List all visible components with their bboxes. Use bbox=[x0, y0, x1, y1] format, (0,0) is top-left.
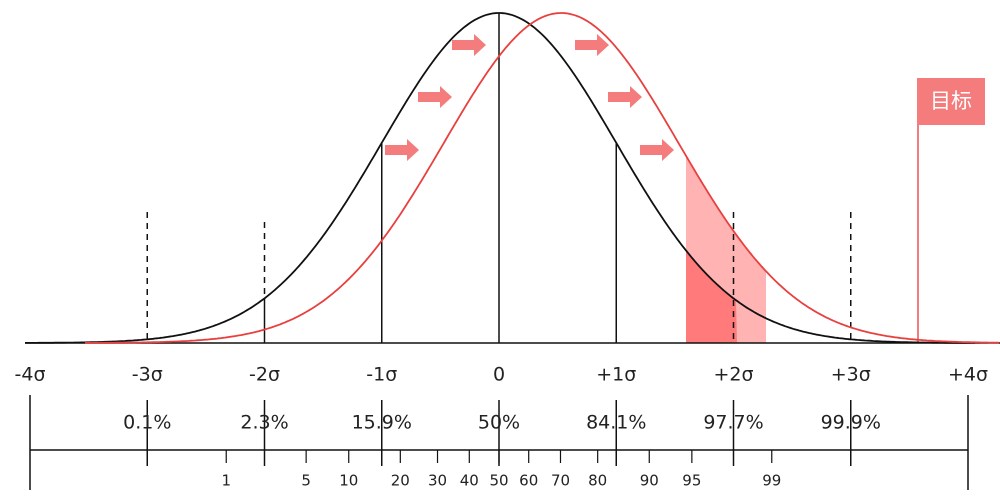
sigma-label: +2σ bbox=[713, 364, 753, 386]
shaded-area bbox=[686, 250, 737, 343]
sigma-label: -1σ bbox=[366, 364, 397, 386]
percent-label: 0.1% bbox=[123, 412, 171, 434]
percent-label: 2.3% bbox=[240, 412, 288, 434]
percent-label: 84.1% bbox=[586, 412, 646, 434]
shift-arrows bbox=[385, 34, 674, 161]
sigma-label: +1σ bbox=[596, 364, 636, 386]
percentile-label: 80 bbox=[588, 472, 607, 490]
flag-label: 目标 bbox=[930, 89, 972, 113]
percentile-label: 10 bbox=[339, 472, 358, 490]
percent-label: 15.9% bbox=[352, 412, 412, 434]
normal-curve bbox=[25, 12, 975, 344]
percentile-label: 1 bbox=[221, 472, 231, 490]
percentile-label: 90 bbox=[640, 472, 659, 490]
percentile-label: 99 bbox=[762, 472, 781, 490]
percentile-label: 20 bbox=[391, 472, 410, 490]
sigma-label: +3σ bbox=[831, 364, 871, 386]
sigma-label: +4σ bbox=[948, 364, 988, 386]
shaded-region bbox=[686, 155, 766, 343]
percentile-label: 70 bbox=[551, 472, 570, 490]
percentile-label: 95 bbox=[682, 472, 701, 490]
percent-label: 97.7% bbox=[703, 412, 763, 434]
percentile-label: 60 bbox=[519, 472, 538, 490]
percentile-label: 50 bbox=[489, 472, 508, 490]
shifted-curve bbox=[85, 12, 999, 344]
flag bbox=[918, 78, 985, 125]
percent-label: 99.9% bbox=[821, 412, 881, 434]
sigma-label: 0 bbox=[493, 364, 505, 386]
sigma-label: -2σ bbox=[249, 364, 280, 386]
sigma-label: -4σ bbox=[15, 364, 46, 386]
percentile-label: 30 bbox=[428, 472, 447, 490]
percentile-label: 40 bbox=[460, 472, 479, 490]
sigma-label: -3σ bbox=[132, 364, 163, 386]
percent-label: 50% bbox=[478, 412, 520, 434]
percentile-label: 5 bbox=[301, 472, 311, 490]
